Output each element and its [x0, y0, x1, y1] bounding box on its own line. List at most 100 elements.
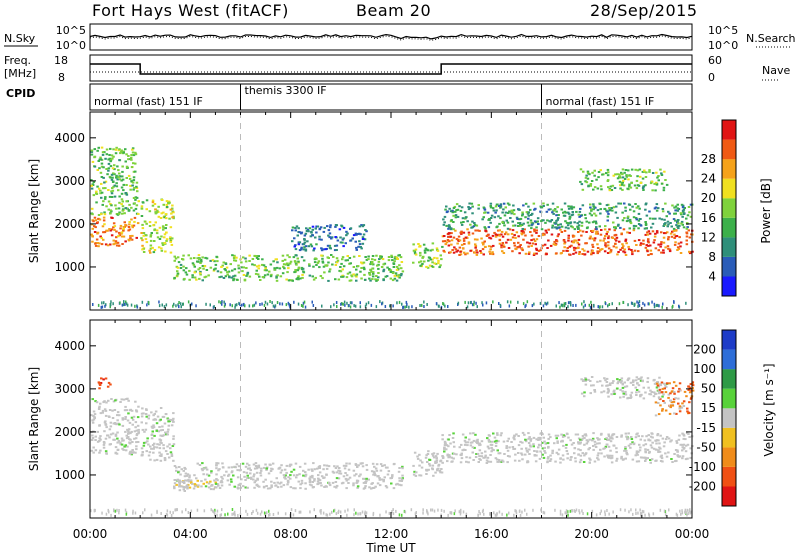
velocity-echo-cell: [339, 510, 342, 514]
velocity-echo-cell: [343, 467, 347, 470]
power-echo-cell: [368, 277, 371, 280]
velocity-echo-cell: [347, 508, 349, 512]
power-echo-cell: [608, 209, 611, 212]
power-echo-cell: [389, 269, 393, 272]
velocity-echo-cell: [230, 466, 234, 469]
power-echo-cell: [688, 236, 692, 239]
velocity-echo-cell: [485, 462, 489, 464]
power-echo-cell: [163, 242, 167, 244]
power-echo-cell: [95, 238, 99, 241]
velocity-echo-cell: [308, 479, 312, 482]
power-echo-cell: [618, 180, 622, 183]
power-echo-cell: [623, 171, 626, 174]
power-echo-cell: [460, 230, 463, 233]
velocity-echo-cell: [173, 482, 177, 485]
velocity-echo-cell: [443, 440, 447, 443]
power-echo-cell: [674, 212, 677, 215]
velocity-echo-cell: [127, 432, 130, 435]
velocity-echo-cell: [128, 438, 131, 441]
power-echo-cell: [121, 208, 125, 211]
power-echo-cell: [544, 229, 548, 232]
velocity-echo-cell: [167, 428, 170, 431]
velocity-echo-cell: [533, 454, 537, 456]
power-echo-cell: [504, 206, 507, 209]
power-echo-cell: [624, 169, 628, 171]
velocity-echo-cell: [689, 397, 693, 400]
velocity-echo-cell: [173, 485, 176, 488]
velocity-echo-cell: [496, 432, 499, 435]
power-echo-cell: [571, 241, 575, 244]
velocity-echo-cell: [639, 395, 642, 398]
power-echo-cell: [660, 251, 663, 254]
power-echo-cell: [609, 185, 613, 188]
velocity-echo-cell: [389, 477, 392, 480]
velocity-echo-cell: [94, 435, 97, 438]
velocity-echo-cell: [202, 482, 205, 485]
velocity-echo-cell: [368, 486, 371, 489]
velocity-echo-cell: [419, 474, 423, 477]
power-echo-cell: [158, 304, 161, 308]
power-echo-cell: [333, 249, 337, 252]
power-echo-cell: [637, 227, 640, 230]
velocity-echo-cell: [337, 509, 340, 513]
velocity-echo-cell: [514, 453, 517, 456]
velocity-echo-cell: [144, 413, 148, 415]
power-echo-cell: [369, 268, 372, 271]
velocity-echo-cell: [313, 478, 316, 481]
velocity-echo-cell: [108, 428, 112, 431]
power-echo-cell: [112, 155, 115, 158]
power-echo-cell: [115, 230, 118, 233]
power-echo-cell: [124, 192, 127, 194]
power-echo-cell: [365, 302, 368, 306]
velocity-echo-cell: [499, 434, 503, 437]
velocity-echo-cell: [528, 436, 531, 439]
power-echo-cell: [511, 229, 515, 232]
power-echo-cell: [94, 226, 97, 229]
velocity-echo-cell: [611, 382, 614, 384]
power-echo-cell: [269, 275, 273, 278]
velocity-echo-cell: [264, 478, 267, 481]
x-tick-label: 20:00: [574, 527, 609, 541]
power-echo-cell: [318, 266, 321, 269]
power-echo-cell: [179, 267, 183, 269]
velocity-echo-cell: [565, 450, 569, 452]
power-echo-cell: [255, 265, 259, 268]
power-echo-cell: [371, 255, 375, 257]
velocity-echo-cell: [204, 485, 208, 488]
power-echo-cell: [265, 269, 268, 272]
power-echo-cell: [543, 233, 546, 236]
power-echo-cell: [359, 233, 362, 236]
power-echo-cell: [553, 240, 556, 243]
velocity-echo-cell: [175, 483, 178, 486]
velocity-echo-cell: [336, 465, 339, 468]
velocity-echo-cell: [502, 440, 506, 443]
power-echo-cell: [581, 248, 584, 251]
velocity-echo-cell: [476, 441, 479, 443]
velocity-echo-cell: [440, 508, 443, 512]
velocity-echo-cell: [683, 446, 686, 449]
power-echo-cell: [114, 148, 118, 151]
power-echo-cell: [405, 300, 408, 304]
velocity-echo-cell: [415, 471, 418, 474]
velocity-echo-cell: [120, 398, 123, 401]
power-echo-cell: [497, 215, 500, 218]
velocity-echo-cell: [436, 469, 439, 472]
velocity-echo-cell: [630, 391, 634, 394]
power-echo-cell: [644, 176, 648, 178]
power-echo-cell: [535, 226, 538, 229]
power-echo-cell: [593, 303, 595, 307]
velocity-echo-cell: [397, 470, 401, 473]
velocity-echo-cell: [542, 436, 545, 439]
velocity-echo-cell: [278, 467, 281, 470]
velocity-echo-cell: [276, 481, 279, 484]
velocity-echo-cell: [316, 483, 319, 486]
power-echo-cell: [169, 251, 173, 254]
velocity-echo-cell: [284, 477, 287, 480]
power-echo-cell: [338, 269, 341, 272]
power-echo-cell: [419, 264, 422, 267]
power-echo-cell: [631, 302, 634, 305]
velocity-echo-cell: [124, 449, 128, 452]
power-echo-cell: [177, 261, 181, 264]
velocity-echo-cell: [147, 414, 151, 417]
